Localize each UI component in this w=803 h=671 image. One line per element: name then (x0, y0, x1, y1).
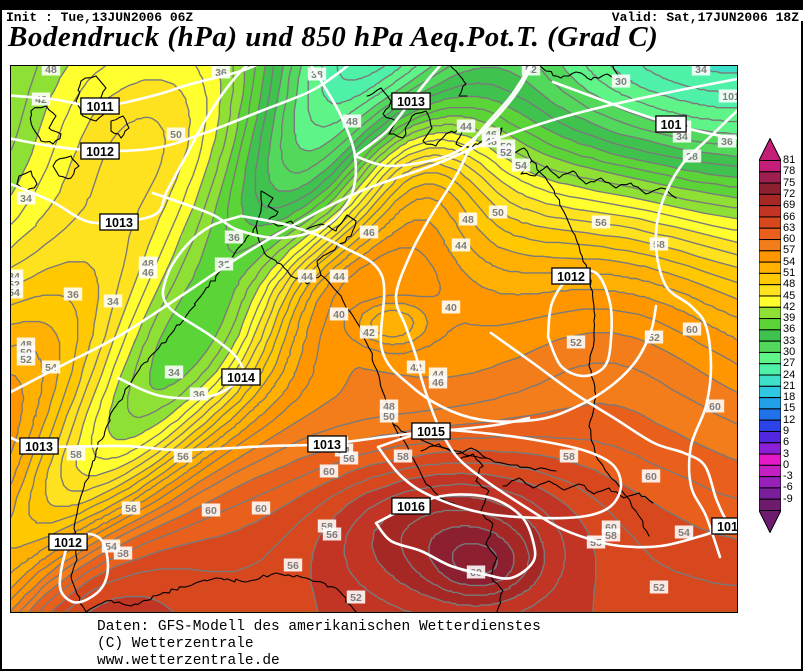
svg-text:1013: 1013 (397, 95, 425, 109)
svg-text:1015: 1015 (417, 425, 445, 439)
svg-text:1012: 1012 (86, 145, 114, 159)
svg-text:1011: 1011 (86, 100, 113, 114)
svg-text:1012: 1012 (54, 536, 82, 550)
svg-text:1013: 1013 (25, 440, 53, 454)
svg-text:1014: 1014 (227, 371, 255, 385)
svg-text:1016: 1016 (397, 500, 425, 514)
svg-text:1013: 1013 (105, 216, 133, 230)
svg-text:1013: 1013 (717, 520, 737, 534)
svg-text:1013: 1013 (313, 438, 341, 452)
svg-text:101: 101 (661, 118, 682, 132)
svg-text:1012: 1012 (557, 270, 585, 284)
